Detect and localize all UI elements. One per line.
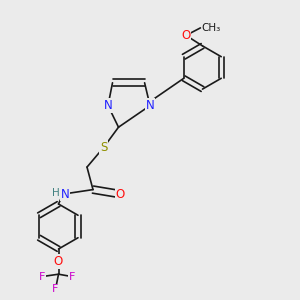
Text: H: H <box>52 188 60 199</box>
Text: F: F <box>69 272 75 282</box>
Text: O: O <box>54 255 63 268</box>
Text: S: S <box>100 141 107 154</box>
Text: F: F <box>39 272 45 282</box>
Text: F: F <box>52 284 59 294</box>
Text: N: N <box>103 99 112 112</box>
Text: CH₃: CH₃ <box>202 23 221 33</box>
Text: N: N <box>146 99 154 112</box>
Text: N: N <box>61 188 70 201</box>
Text: O: O <box>182 29 190 42</box>
Text: O: O <box>116 188 124 201</box>
